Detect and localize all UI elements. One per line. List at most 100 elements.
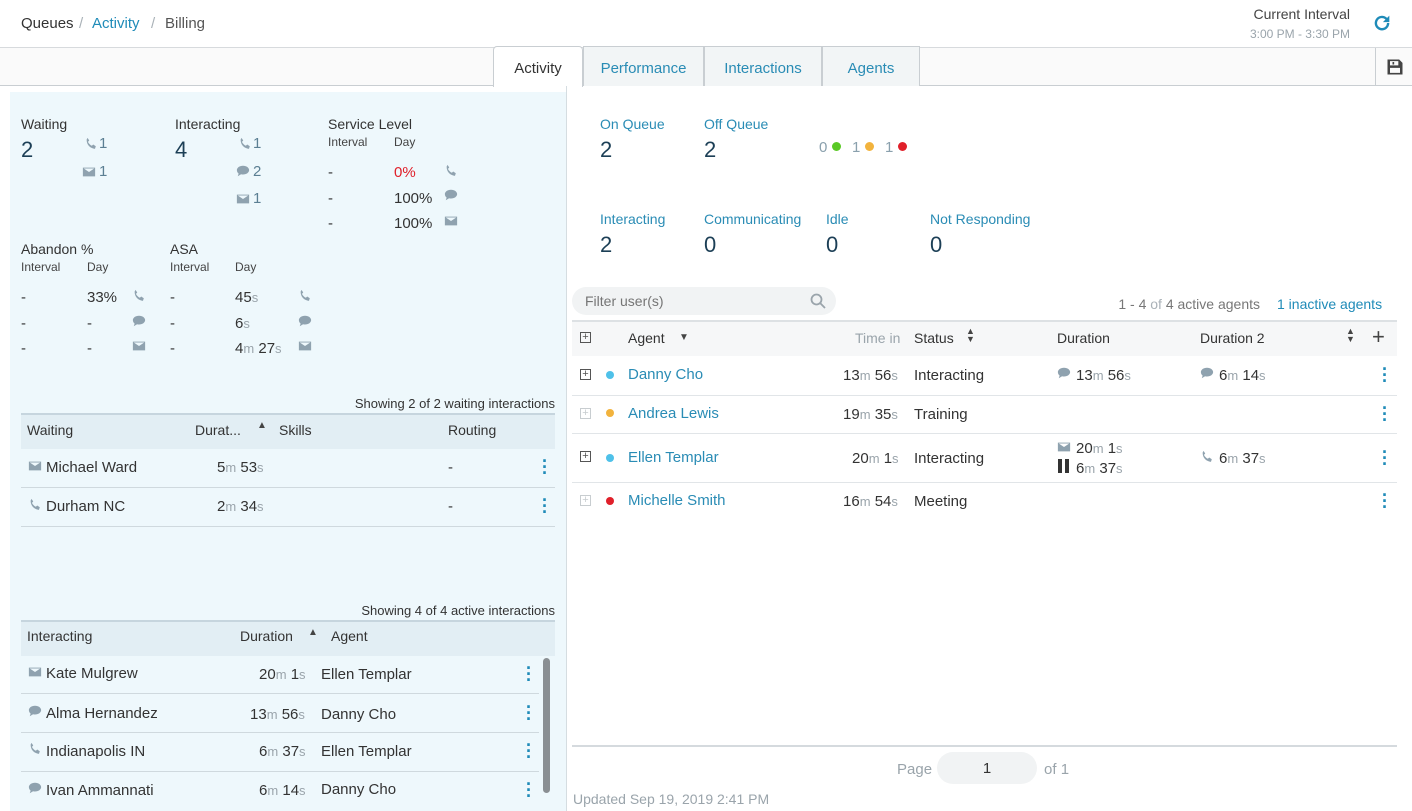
expand-row-icon[interactable]: +: [580, 369, 591, 380]
agent-status: Interacting: [914, 367, 985, 384]
col-time-in[interactable]: Time in: [855, 330, 901, 346]
agent-status-dot: [606, 409, 614, 417]
tab-agents[interactable]: Agents: [822, 46, 920, 86]
tab-activity[interactable]: Activity: [493, 46, 583, 87]
status-count-available: 0: [819, 139, 828, 156]
refresh-icon[interactable]: [1371, 12, 1393, 34]
service-level-label: Service Level: [328, 116, 413, 132]
row-menu-button[interactable]: · · ·: [542, 490, 548, 522]
row-menu-button[interactable]: · · ·: [1382, 359, 1388, 391]
agents-table-header: [572, 320, 1397, 356]
interaction-duration: 13m 56s: [250, 706, 305, 723]
expand-row-icon: +: [580, 495, 591, 506]
service-level-day-header: Day: [394, 135, 416, 149]
breadcrumb-separator: /: [151, 15, 156, 32]
table-row[interactable]: [21, 488, 555, 527]
tab-interactions[interactable]: Interactions: [704, 46, 822, 86]
email-icon: [236, 194, 250, 204]
interaction-name: Kate Mulgrew: [46, 665, 138, 682]
row-menu-button[interactable]: · · ·: [1382, 485, 1388, 517]
abandon-day-email: -: [87, 340, 92, 357]
col-interacting[interactable]: Interacting: [27, 628, 93, 644]
table-row[interactable]: [21, 655, 539, 694]
table-row[interactable]: [21, 733, 539, 772]
waiting-duration: 2m 34s: [217, 498, 264, 515]
status-count-away: 1: [852, 139, 861, 156]
agent-row[interactable]: [572, 356, 1397, 396]
interaction-agent: Danny Cho: [321, 706, 397, 723]
col-agent[interactable]: Agent: [331, 628, 368, 644]
page-number-input[interactable]: [937, 752, 1037, 784]
active-agents-summary: 1 - 4 of 4 active agents: [1118, 296, 1260, 312]
add-column-button[interactable]: +: [1372, 324, 1385, 349]
col-duration[interactable]: Durat...: [195, 422, 241, 438]
waiting-count: 2: [21, 137, 34, 162]
abandon-interval-voice: -: [21, 289, 26, 306]
chat-icon: [236, 165, 250, 177]
row-menu-button[interactable]: · · ·: [542, 451, 548, 483]
breadcrumb-activity[interactable]: Activity: [92, 15, 140, 32]
agent-time-in: 16m 54s: [843, 493, 898, 510]
table-row[interactable]: [21, 449, 555, 488]
col-skills[interactable]: Skills: [279, 422, 312, 438]
abandon-interval-header: Interval: [21, 260, 61, 274]
agent-name[interactable]: Ellen Templar: [628, 449, 719, 466]
chat-icon: [28, 782, 42, 794]
col-duration[interactable]: Duration: [240, 628, 293, 644]
waiting-table-header: [21, 413, 555, 449]
breadcrumb-queues[interactable]: Queues: [21, 15, 74, 32]
phone-icon: [300, 289, 310, 301]
col-duration[interactable]: Duration: [1057, 330, 1110, 346]
agent-name[interactable]: Danny Cho: [628, 366, 704, 383]
filter-users-input[interactable]: [572, 287, 836, 315]
email-icon: [132, 341, 146, 351]
row-menu-button[interactable]: · · ·: [526, 774, 532, 806]
col-routing[interactable]: Routing: [448, 422, 497, 438]
status-count-busy: 1: [885, 139, 894, 156]
row-menu-button[interactable]: · · ·: [526, 697, 532, 729]
inactive-agents-link[interactable]: 1 inactive agents: [1277, 296, 1383, 312]
available-status-dot: [832, 142, 841, 151]
agent-row[interactable]: [572, 434, 1397, 483]
save-button[interactable]: [1375, 48, 1412, 86]
phone-icon: [30, 498, 40, 510]
row-menu-button[interactable]: · · ·: [1382, 398, 1388, 430]
page-label: Page: [897, 761, 933, 778]
row-menu-button[interactable]: · · ·: [526, 658, 532, 690]
col-status[interactable]: Status: [914, 330, 954, 346]
interacting-chats: 2: [253, 163, 262, 180]
row-menu-button[interactable]: · · ·: [526, 735, 532, 767]
email-icon: [28, 667, 42, 677]
away-status-dot: [865, 142, 874, 151]
interacting-showing-count: Showing 4 of 4 active interactions: [361, 603, 555, 618]
current-interval-range: 3:00 PM - 3:30 PM: [1249, 27, 1350, 41]
col-agent[interactable]: Agent: [628, 330, 665, 346]
agent-name[interactable]: Andrea Lewis: [628, 405, 719, 422]
interacting-count: 2: [600, 232, 613, 257]
phone-icon: [134, 289, 144, 301]
waiting-routing: -: [448, 498, 453, 515]
not-responding-count: 0: [930, 232, 943, 257]
pager-divider: [572, 745, 1397, 747]
asa-interval-voice: -: [170, 289, 175, 306]
waiting-calls: 1: [99, 135, 108, 152]
asa-interval-email: -: [170, 340, 175, 357]
scrollbar-thumb[interactable]: [543, 658, 550, 793]
agent-duration-2: 6m 37s: [1219, 450, 1266, 467]
table-row[interactable]: [21, 694, 539, 733]
col-duration-2[interactable]: Duration 2: [1200, 330, 1265, 346]
col-waiting[interactable]: Waiting: [27, 422, 74, 438]
abandon-day-chat: -: [87, 315, 92, 332]
agent-name[interactable]: Michelle Smith: [628, 492, 726, 509]
search-icon[interactable]: [810, 293, 826, 309]
expand-row-icon[interactable]: +: [580, 451, 591, 462]
on-queue-label: On Queue: [600, 116, 665, 132]
agent-time-in: 13m 56s: [843, 367, 898, 384]
interaction-duration: 6m 14s: [259, 782, 306, 799]
tab-performance[interactable]: Performance: [583, 46, 704, 86]
idle-count: 0: [826, 232, 839, 257]
row-menu-button[interactable]: · · ·: [1382, 442, 1388, 474]
expand-all-icon[interactable]: +: [580, 332, 591, 343]
agent-row[interactable]: [572, 396, 1397, 434]
waiting-name: Durham NC: [46, 498, 126, 515]
